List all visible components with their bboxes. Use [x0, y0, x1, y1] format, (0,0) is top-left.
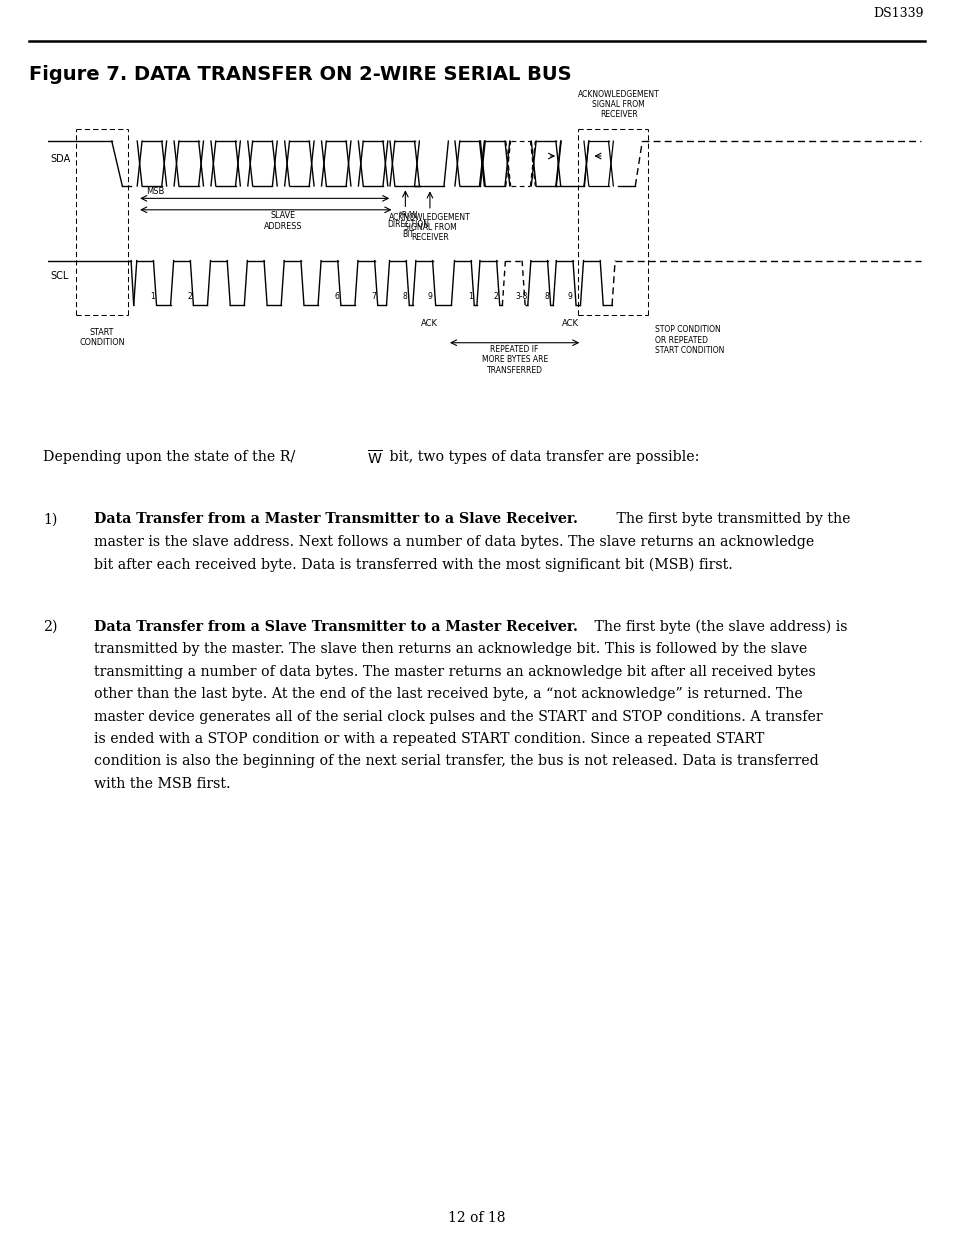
Text: bit after each received byte. Data is transferred with the most significant bit : bit after each received byte. Data is tr… — [93, 557, 732, 572]
Text: 3-8: 3-8 — [515, 293, 527, 301]
Text: 7: 7 — [371, 293, 375, 301]
Text: REPEATED IF
MORE BYTES ARE
TRANSFERRED: REPEATED IF MORE BYTES ARE TRANSFERRED — [481, 345, 547, 374]
Text: transmitting a number of data bytes. The master returns an acknowledge bit after: transmitting a number of data bytes. The… — [93, 664, 815, 679]
Text: is ended with a STOP condition or with a repeated START condition. Since a repea: is ended with a STOP condition or with a… — [93, 732, 763, 746]
Text: 8: 8 — [544, 293, 549, 301]
Text: 9: 9 — [427, 293, 432, 301]
Text: 12 of 18: 12 of 18 — [448, 1210, 505, 1225]
Text: ACK: ACK — [561, 320, 578, 329]
Text: *R/W
DIRECTION
BIT: *R/W DIRECTION BIT — [387, 211, 429, 240]
Text: The first byte transmitted by the: The first byte transmitted by the — [611, 513, 849, 526]
Text: SDA: SDA — [51, 153, 71, 163]
Text: 2): 2) — [43, 620, 57, 634]
Text: Depending upon the state of the R/: Depending upon the state of the R/ — [43, 450, 294, 463]
Text: START
CONDITION: START CONDITION — [79, 327, 125, 347]
Text: master is the slave address. Next follows a number of data bytes. The slave retu: master is the slave address. Next follow… — [93, 535, 813, 548]
Text: bit, two types of data transfer are possible:: bit, two types of data transfer are poss… — [385, 450, 699, 463]
Text: STOP CONDITION
OR REPEATED
START CONDITION: STOP CONDITION OR REPEATED START CONDITI… — [655, 325, 724, 356]
Text: 6: 6 — [335, 293, 339, 301]
Text: Data Transfer from a Slave Transmitter to a Master Receiver.: Data Transfer from a Slave Transmitter t… — [93, 620, 578, 634]
Text: with the MSB first.: with the MSB first. — [93, 777, 231, 790]
Text: condition is also the beginning of the next serial transfer, the bus is not rele: condition is also the beginning of the n… — [93, 755, 818, 768]
Text: 8: 8 — [402, 293, 407, 301]
Text: Figure 7. DATA TRANSFER ON 2-WIRE SERIAL BUS: Figure 7. DATA TRANSFER ON 2-WIRE SERIAL… — [29, 64, 571, 84]
Text: other than the last byte. At the end of the last received byte, a “not acknowled: other than the last byte. At the end of … — [93, 687, 801, 701]
Text: 1: 1 — [150, 293, 154, 301]
Text: ACKNOWLEDGEMENT
SIGNAL FROM
RECEIVER: ACKNOWLEDGEMENT SIGNAL FROM RECEIVER — [578, 90, 659, 119]
Text: master device generates all of the serial clock pulses and the START and STOP co: master device generates all of the seria… — [93, 710, 821, 724]
Text: 2: 2 — [187, 293, 192, 301]
Text: ACKNOWLEDGEMENT
SIGNAL FROM
RECEIVER: ACKNOWLEDGEMENT SIGNAL FROM RECEIVER — [389, 214, 471, 242]
Text: transmitted by the master. The slave then returns an acknowledge bit. This is fo: transmitted by the master. The slave the… — [93, 642, 806, 657]
Text: SLAVE
ADDRESS: SLAVE ADDRESS — [264, 211, 302, 231]
Text: ACK: ACK — [421, 320, 438, 329]
Text: 2: 2 — [493, 293, 497, 301]
Text: SCL: SCL — [51, 270, 69, 280]
Text: MSB: MSB — [146, 188, 164, 196]
Text: 1: 1 — [467, 293, 472, 301]
Text: Data Transfer from a Master Transmitter to a Slave Receiver.: Data Transfer from a Master Transmitter … — [93, 513, 578, 526]
Text: 9: 9 — [567, 293, 572, 301]
Text: 1): 1) — [43, 513, 57, 526]
Text: DS1339: DS1339 — [872, 6, 923, 20]
Text: $\overline{\mathrm{W}}$: $\overline{\mathrm{W}}$ — [366, 450, 382, 468]
Text: The first byte (the slave address) is: The first byte (the slave address) is — [589, 620, 846, 635]
